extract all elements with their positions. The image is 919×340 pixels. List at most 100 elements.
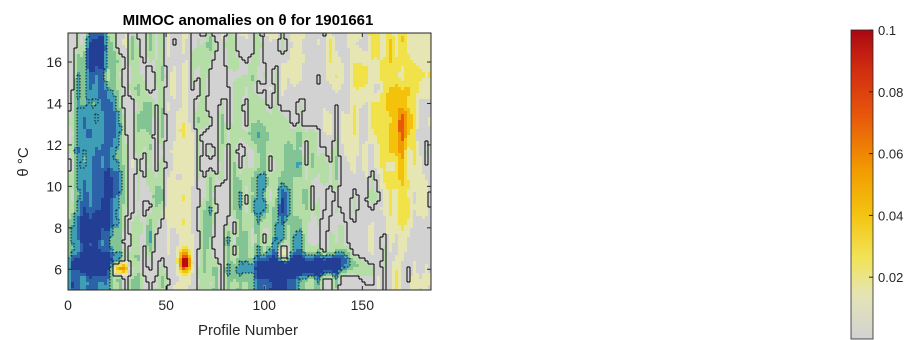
heatmap-cell [209, 66, 213, 70]
heatmap-cell [332, 102, 336, 106]
heatmap-cell [299, 72, 303, 76]
heatmap-cell [146, 120, 150, 124]
heatmap-cell [170, 114, 174, 118]
heatmap-cell [155, 84, 159, 88]
heatmap-cell [230, 129, 234, 133]
heatmap-cell [314, 132, 318, 136]
heatmap-cell [236, 60, 240, 64]
heatmap-cell [89, 87, 93, 91]
heatmap-cell [86, 60, 90, 64]
heatmap-cell [83, 111, 87, 115]
heatmap-cell [263, 69, 267, 73]
heatmap-cell [389, 105, 393, 109]
heatmap-cell [311, 135, 315, 139]
heatmap-cell [308, 144, 312, 148]
heatmap-cell [260, 75, 264, 79]
heatmap-cell [179, 102, 183, 106]
heatmap-cell [236, 99, 240, 103]
heatmap-cell [392, 153, 396, 157]
heatmap-cell [323, 84, 327, 88]
heatmap-cell [410, 63, 414, 67]
heatmap-cell [323, 114, 327, 118]
heatmap-cell [260, 111, 264, 115]
heatmap-cell [320, 60, 324, 64]
heatmap-cell [404, 63, 408, 67]
heatmap-cell [218, 138, 222, 142]
heatmap-cell [224, 54, 228, 58]
heatmap-cell [386, 114, 390, 118]
heatmap-cell [92, 147, 96, 151]
heatmap-cell [185, 150, 189, 154]
heatmap-cell [134, 72, 138, 76]
heatmap-cell [71, 153, 75, 157]
heatmap-cell [371, 132, 375, 136]
heatmap-cell [161, 42, 165, 46]
heatmap-cell [410, 84, 414, 88]
heatmap-cell [389, 129, 393, 133]
heatmap-cell [353, 153, 357, 157]
heatmap-cell [236, 75, 240, 79]
heatmap-cell [302, 123, 306, 127]
heatmap-cell [347, 51, 351, 55]
heatmap-cell [137, 102, 141, 106]
heatmap-cell [392, 87, 396, 91]
heatmap-cell [71, 84, 75, 88]
heatmap-cell [251, 48, 255, 52]
heatmap-cell [263, 78, 267, 82]
heatmap-cell [92, 156, 96, 160]
heatmap-cell [206, 96, 210, 100]
heatmap-cell [89, 45, 93, 49]
heatmap-cell [134, 87, 138, 91]
heatmap-cell [152, 141, 156, 145]
heatmap-cell [308, 54, 312, 58]
heatmap-cell [272, 108, 276, 112]
heatmap-cell [344, 36, 348, 40]
heatmap-cell [338, 153, 342, 157]
heatmap-cell [425, 69, 429, 73]
heatmap-cell [311, 102, 315, 106]
heatmap-cell [212, 66, 216, 70]
heatmap-cell [341, 81, 345, 85]
heatmap-cell [80, 111, 84, 115]
heatmap-cell [356, 108, 360, 112]
heatmap-cell [236, 51, 240, 55]
heatmap-cell [428, 45, 431, 49]
heatmap-cell [281, 54, 285, 58]
heatmap-cell [149, 108, 153, 112]
heatmap-cell [362, 42, 366, 46]
heatmap-cell [236, 42, 240, 46]
heatmap-cell [281, 147, 285, 151]
heatmap-cell [92, 72, 96, 76]
heatmap-cell [428, 114, 431, 118]
heatmap-cell [125, 138, 129, 142]
heatmap-cell [209, 54, 213, 58]
heatmap-cell [221, 141, 225, 145]
heatmap-cell [155, 129, 159, 133]
heatmap-cell [335, 33, 339, 37]
heatmap-cell [140, 51, 144, 55]
heatmap-cell [332, 99, 336, 103]
heatmap-cell [197, 42, 201, 46]
heatmap-cell [326, 33, 330, 37]
heatmap-cell [134, 39, 138, 43]
heatmap-cell [68, 78, 72, 82]
heatmap-cell [191, 57, 195, 61]
heatmap-cell [185, 63, 189, 67]
heatmap-cell [422, 120, 426, 124]
heatmap-cell [155, 114, 159, 118]
heatmap-cell [194, 54, 198, 58]
heatmap-cell [164, 42, 168, 46]
heatmap-cell [281, 144, 285, 148]
heatmap-cell [227, 60, 231, 64]
heatmap-cell [377, 153, 381, 157]
heatmap-cell [239, 105, 243, 109]
heatmap-cell [227, 45, 231, 49]
heatmap-cell [287, 105, 291, 109]
heatmap-cell [185, 90, 189, 94]
heatmap-cell [242, 78, 246, 82]
heatmap-cell [332, 120, 336, 124]
heatmap-cell [278, 111, 282, 115]
heatmap-cell [113, 48, 117, 52]
heatmap-cell [134, 75, 138, 79]
heatmap-cell [269, 126, 273, 130]
